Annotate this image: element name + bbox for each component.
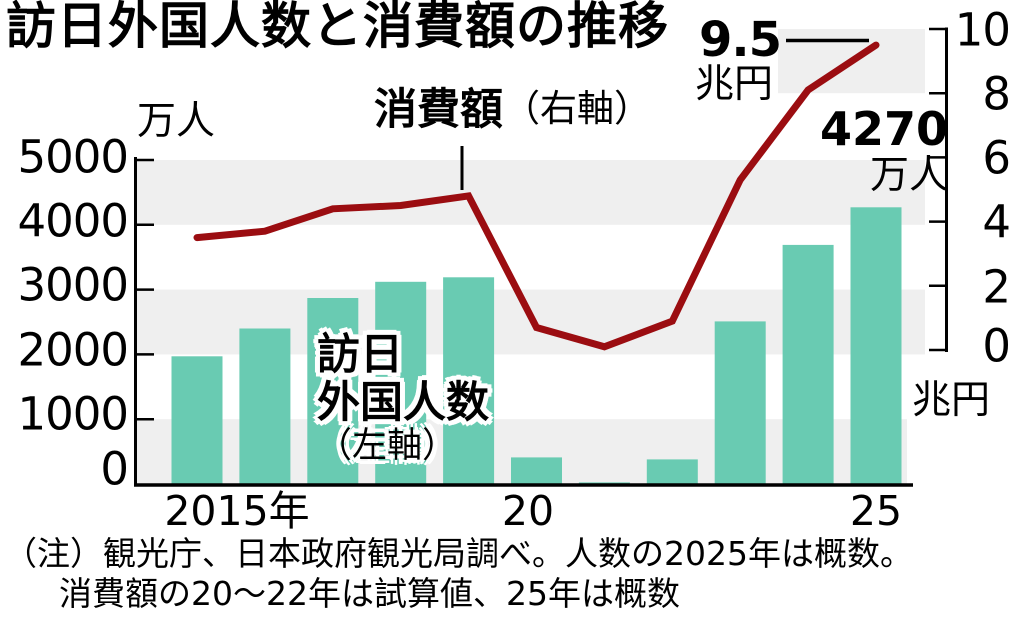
left-axis-unit: 万人	[137, 99, 216, 144]
consumption-axis-note: （右軸）	[503, 87, 651, 130]
left-axis-tick-2000: 2000	[17, 323, 129, 377]
x-axis-label-2015: 2015年	[164, 487, 310, 535]
consumption-series-name: 消費額	[374, 85, 503, 135]
right-axis-tick-8: 8	[982, 67, 1011, 121]
bar-end-value: 4270	[819, 102, 948, 156]
x-axis-label-2020: 20	[501, 487, 555, 535]
x-axis-label-2025: 25	[849, 487, 903, 535]
chart-title: 訪日外国人数と消費額の推移	[6, 0, 669, 55]
left-axis-tick-0: 0	[100, 442, 129, 496]
left-axis-tick-4000: 4000	[17, 194, 129, 248]
right-axis-tick-2: 2	[982, 260, 1011, 314]
line-end-value: 9.5	[699, 12, 782, 68]
visitors-axis-note: （左軸）	[317, 426, 458, 466]
footnote-line2: 消費額の20～22年は試算値、25年は概数	[59, 574, 680, 613]
right-axis-tick-0: 0	[982, 319, 1011, 373]
right-axis-tick-6: 6	[982, 131, 1011, 185]
left-axis-tick-3000: 3000	[17, 258, 129, 312]
right-axis-tick-10: 10	[954, 3, 1011, 57]
right-axis-unit: 兆円	[912, 378, 991, 423]
left-axis-tick-5000: 5000	[17, 130, 129, 184]
left-axis-tick-1000: 1000	[17, 387, 129, 441]
consumption-series-label: 消費額（右軸）	[374, 89, 651, 132]
right-axis-tick-4: 4	[982, 195, 1011, 249]
footnote-line1: （注）観光庁、日本政府観光局調べ。人数の2025年は概数。	[4, 534, 913, 573]
visitors-series-name-line2: 外国人数	[317, 378, 489, 428]
visitors-series-label: 訪日 外国人数 （左軸）	[317, 331, 489, 464]
bar-end-unit: 万人	[869, 153, 948, 198]
visitors-series-name-line1: 訪日	[317, 330, 403, 380]
line-end-unit: 兆円	[695, 62, 774, 107]
